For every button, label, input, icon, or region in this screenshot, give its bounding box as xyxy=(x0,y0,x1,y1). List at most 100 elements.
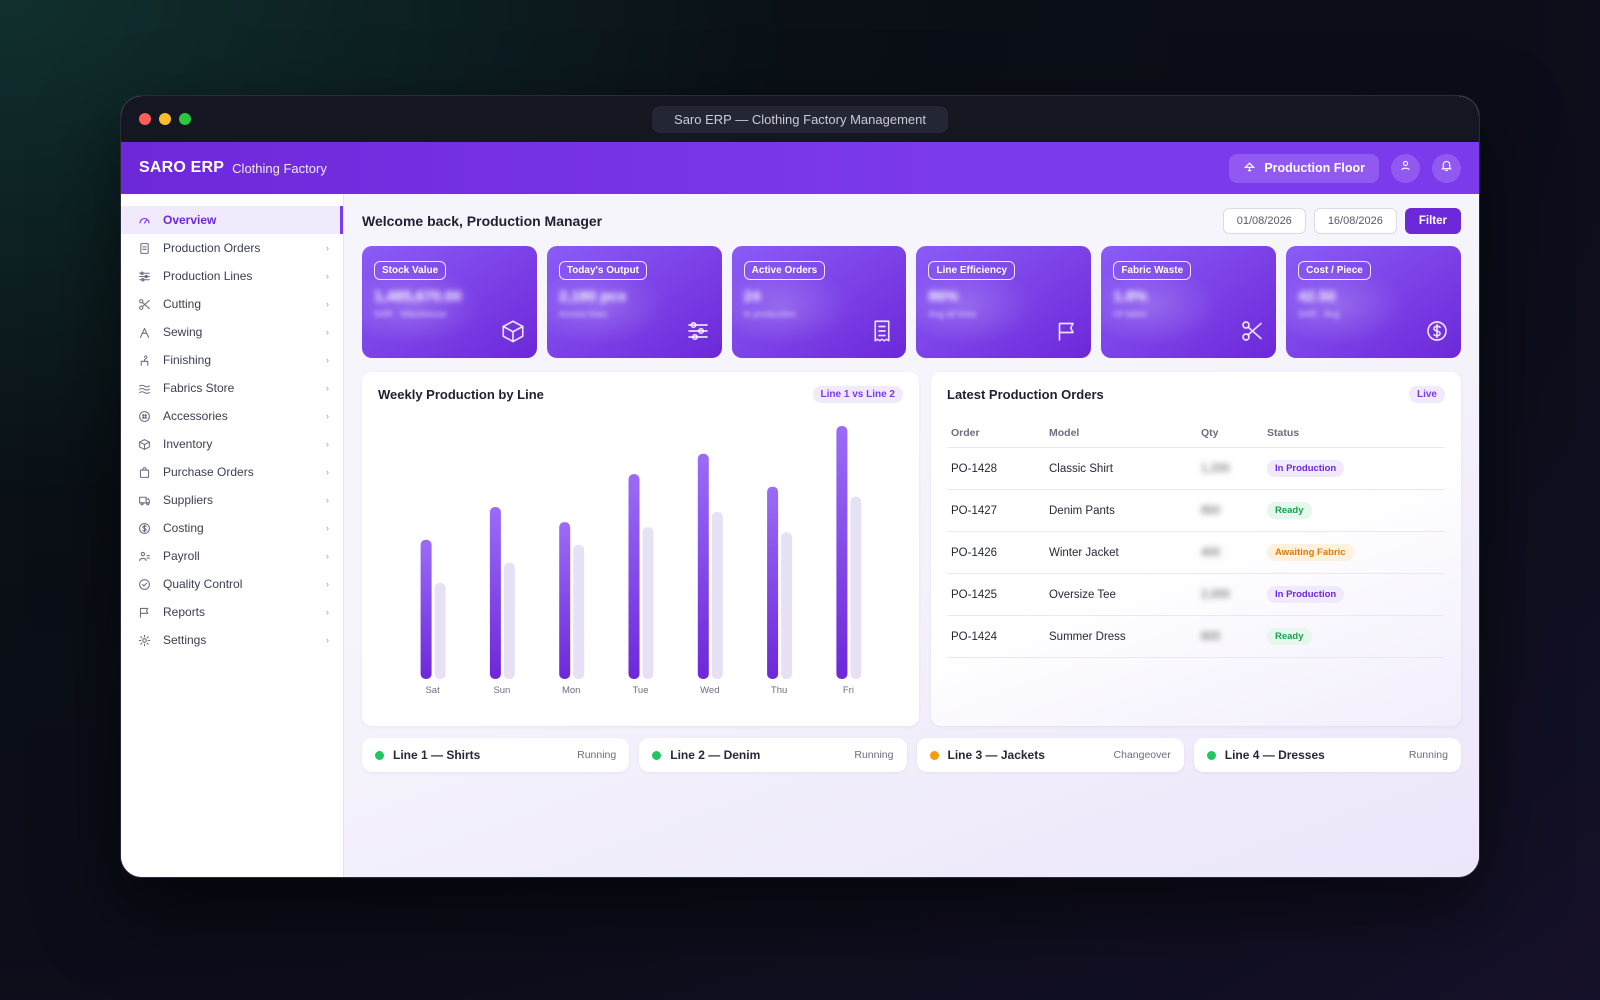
brand-logo[interactable]: SARO ERP xyxy=(139,159,225,176)
kpi-label: Line Efficiency xyxy=(928,261,1016,280)
latest-orders-card: Latest Production Orders Live Order Mode… xyxy=(931,372,1461,726)
status-badge: Ready xyxy=(1267,628,1312,645)
date-to-input[interactable]: 16/08/2026 xyxy=(1313,208,1397,234)
chevron-right-icon: › xyxy=(326,495,329,505)
flag-icon xyxy=(137,605,151,619)
table-row[interactable]: PO-1427 Denim Pants 850 Ready xyxy=(947,489,1445,532)
order-model: Denim Pants xyxy=(1045,489,1197,532)
weekly-production-chart: Sat Sun Mon Tue Wed Thu Fri xyxy=(420,426,862,696)
sidebar-item-settings[interactable]: Settings › xyxy=(121,626,343,654)
bar-line-1-wed xyxy=(697,453,709,679)
bar-line-1-sat xyxy=(420,539,432,679)
sidebar-item-label: Accessories xyxy=(163,409,228,423)
line-status-card[interactable]: Line 2 — Denim Running xyxy=(639,738,907,772)
column-header-status[interactable]: Status xyxy=(1263,421,1445,448)
sidebar-item-production-lines[interactable]: Production Lines › xyxy=(121,262,343,290)
column-header-model[interactable]: Model xyxy=(1045,421,1197,448)
order-id: PO-1426 xyxy=(947,531,1045,574)
x-tick-label: Tue xyxy=(632,685,648,696)
sidebar-item-fabrics-store[interactable]: Fabrics Store › xyxy=(121,374,343,402)
sidebar-item-label: Purchase Orders xyxy=(163,465,254,479)
minimize-window-button[interactable] xyxy=(159,113,171,125)
order-qty: 2,000 xyxy=(1201,588,1230,601)
line-name: Line 2 — Denim xyxy=(670,748,761,762)
close-window-button[interactable] xyxy=(139,113,151,125)
sidebar-item-purchase-orders[interactable]: Purchase Orders › xyxy=(121,458,343,486)
user-button[interactable] xyxy=(1391,153,1420,183)
status-badge: In Production xyxy=(1267,586,1345,603)
sidebar-item-suppliers[interactable]: Suppliers › xyxy=(121,486,343,514)
order-qty: 850 xyxy=(1201,504,1221,517)
sidebar-item-label: Inventory xyxy=(163,437,213,451)
cube-icon xyxy=(501,319,525,348)
check-circle-icon xyxy=(137,577,151,591)
sidebar-item-cutting[interactable]: Cutting › xyxy=(121,290,343,318)
line-name: Line 3 — Jackets xyxy=(947,748,1045,762)
line-status-card[interactable]: Line 3 — Jackets Changeover xyxy=(916,738,1184,772)
sidebar-item-label: Overview xyxy=(163,213,217,227)
line-status-row: Line 1 — Shirts Running Line 2 — Denim Runn… xyxy=(362,738,1461,772)
table-row[interactable]: PO-1426 Winter Jacket 400 Awaiting Fabric xyxy=(947,531,1445,574)
kpi-value: 1,485,670.00 xyxy=(374,288,462,305)
line-status-card[interactable]: Line 1 — Shirts Running xyxy=(362,738,630,772)
scissors-icon xyxy=(137,297,151,311)
sidebar-item-finishing[interactable]: Finishing › xyxy=(121,346,343,374)
sidebar-item-reports[interactable]: Reports › xyxy=(121,598,343,626)
order-qty: 400 xyxy=(1201,546,1221,559)
sidebar-item-label: Quality Control xyxy=(163,577,243,591)
sidebar-item-label: Settings xyxy=(163,633,207,647)
window-controls xyxy=(139,113,191,125)
live-badge: Live xyxy=(1408,386,1445,403)
kpi-card-today-s-output[interactable]: Today's Output 2,180 pcs Across lines xyxy=(546,246,722,358)
x-tick-label: Mon xyxy=(562,685,580,696)
title-bar: Saro ERP — Clothing Factory Management xyxy=(121,96,1479,142)
kpi-card-stock-value[interactable]: Stock Value 1,485,670.00 SAR · Warehouse xyxy=(362,246,537,358)
kpi-card-cost-piece[interactable]: Cost / Piece 42.50 SAR · Avg xyxy=(1286,246,1461,358)
sidebar-item-sewing[interactable]: Sewing › xyxy=(121,318,343,346)
order-qty: 600 xyxy=(1201,630,1221,643)
chevron-right-icon: › xyxy=(326,383,329,393)
weekly-production-chart-card: Weekly Production by Line Line 1 vs Line… xyxy=(362,372,919,726)
kpi-card-line-efficiency[interactable]: Line Efficiency 86% Avg all lines xyxy=(916,246,1092,358)
kpi-label: Today's Output xyxy=(558,261,648,280)
notifications-button[interactable] xyxy=(1432,153,1461,183)
maximize-window-button[interactable] xyxy=(179,113,191,125)
sidebar-item-label: Production Lines xyxy=(163,269,253,283)
sidebar-item-accessories[interactable]: Accessories › xyxy=(121,402,343,430)
order-id: PO-1424 xyxy=(947,615,1045,658)
chevron-right-icon: › xyxy=(326,411,329,421)
window-title: Saro ERP — Clothing Factory Management xyxy=(652,105,948,133)
table-row[interactable]: PO-1428 Classic Shirt 1,200 In Production xyxy=(947,447,1445,490)
x-tick-label: Thu xyxy=(771,685,787,696)
sidebar-item-payroll[interactable]: Payroll › xyxy=(121,542,343,570)
status-dot xyxy=(929,750,939,760)
sidebar-item-label: Reports xyxy=(163,605,206,619)
sidebar-item-label: Fabrics Store xyxy=(163,381,235,395)
chevron-right-icon: › xyxy=(326,299,329,309)
order-model: Summer Dress xyxy=(1045,615,1197,658)
filter-button[interactable]: Filter xyxy=(1404,208,1461,234)
x-tick-label: Wed xyxy=(700,685,719,696)
chevron-right-icon: › xyxy=(326,635,329,645)
line-status-card[interactable]: Line 4 — Dresses Running xyxy=(1193,738,1461,772)
table-row[interactable]: PO-1425 Oversize Tee 2,000 In Production xyxy=(947,573,1445,616)
brand-subtitle: Clothing Factory xyxy=(232,160,327,176)
production-floor-button[interactable]: Production Floor xyxy=(1229,153,1379,183)
x-tick-label: Sun xyxy=(493,685,510,696)
date-from-input[interactable]: 01/08/2026 xyxy=(1222,208,1306,234)
gear-icon xyxy=(137,633,151,647)
bar-line-1-thu xyxy=(767,486,779,679)
sidebar-item-production-orders[interactable]: Production Orders › xyxy=(121,234,343,262)
table-row[interactable]: PO-1424 Summer Dress 600 Ready xyxy=(947,615,1445,658)
sidebar-item-costing[interactable]: Costing › xyxy=(121,514,343,542)
column-header-order[interactable]: Order xyxy=(947,421,1045,448)
sidebar-item-inventory[interactable]: Inventory › xyxy=(121,430,343,458)
sidebar-item-label: Finishing xyxy=(163,353,212,367)
sidebar-item-overview[interactable]: Overview xyxy=(121,206,343,234)
kpi-value: 42.50 xyxy=(1298,288,1336,305)
kpi-card-active-orders[interactable]: Active Orders 24 In production xyxy=(731,246,907,358)
sidebar-item-quality-control[interactable]: Quality Control › xyxy=(121,570,343,598)
kpi-card-fabric-waste[interactable]: Fabric Waste 1.8% Of fabric xyxy=(1101,246,1277,358)
chevron-right-icon: › xyxy=(326,467,329,477)
column-header-qty[interactable]: Qty xyxy=(1197,421,1263,448)
